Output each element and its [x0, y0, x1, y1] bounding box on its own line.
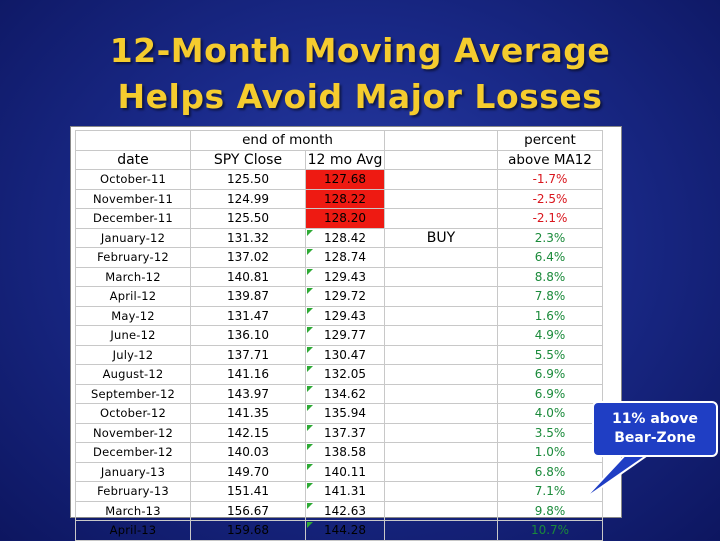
table-row: October-11 125.50 127.68 -1.7% — [75, 169, 603, 190]
table-row: February-13 151.41 141.31 7.1% — [75, 481, 603, 502]
cell-comment-marker — [307, 502, 313, 509]
avg-cell: 141.31 — [305, 481, 385, 502]
cell-comment-marker — [307, 288, 313, 294]
table-row: November-12 142.15 137.37 3.5% — [75, 422, 603, 443]
date-cell: April-13 — [75, 520, 191, 541]
table-row: April-13 159.68 144.28 10.7% — [75, 520, 603, 541]
avg-cell: 127.68 — [305, 169, 385, 190]
close-cell: 124.99 — [190, 188, 306, 209]
avg-cell: 132.05 — [305, 364, 385, 385]
cell-comment-marker — [307, 385, 313, 392]
close-cell: 142.15 — [190, 422, 306, 443]
avg-cell: 144.28 — [305, 520, 385, 541]
table-row: June-12 136.10 129.77 4.9% — [75, 325, 603, 346]
cell-comment-marker — [307, 444, 313, 450]
cell-comment-marker — [307, 366, 313, 372]
title-line-1: 12-Month Moving Average — [109, 31, 611, 70]
avg-cell: 128.22 — [305, 188, 385, 209]
close-cell: 131.47 — [190, 305, 306, 326]
data-table: end of month percent date SPY Close 12 m… — [75, 130, 603, 541]
date-cell: November-11 — [75, 188, 191, 209]
table-row: March-12 140.81 129.43 8.8% — [75, 266, 603, 287]
cell-comment-marker — [307, 463, 313, 470]
percent-cell: 4.9% — [497, 325, 603, 346]
cell-comment-marker — [307, 483, 313, 489]
cell-comment-marker — [307, 327, 313, 333]
avg-cell: 129.43 — [305, 305, 385, 326]
date-cell: January-12 — [75, 227, 191, 248]
close-cell: 140.03 — [190, 442, 306, 463]
cell-comment-marker — [307, 268, 313, 275]
cell-comment-marker — [307, 405, 313, 411]
header-row-2: date SPY Close 12 mo Avg above MA12 — [75, 149, 603, 170]
header-12-mo-avg: 12 mo Avg — [305, 149, 385, 170]
spreadsheet-table: end of month percent date SPY Close 12 m… — [70, 126, 622, 541]
table-row: February-12 137.02 128.74 6.4% — [75, 247, 603, 268]
table-row: March-13 156.67 142.63 9.8% — [75, 500, 603, 521]
callout-line-2: Bear-Zone — [614, 430, 696, 446]
close-cell: 137.02 — [190, 247, 306, 268]
table-row: December-12 140.03 138.58 1.0% — [75, 442, 603, 463]
header-spy-close: SPY Close — [190, 149, 306, 170]
close-cell: 143.97 — [190, 383, 306, 404]
cell-comment-marker — [307, 307, 313, 314]
title-line-2: Helps Avoid Major Losses — [117, 77, 603, 116]
close-cell: 125.50 — [190, 208, 306, 229]
close-cell: 125.50 — [190, 169, 306, 190]
avg-cell: 134.62 — [305, 383, 385, 404]
cell-comment-marker — [307, 522, 313, 528]
table-row: October-12 141.35 135.94 4.0% — [75, 403, 603, 424]
slide-title: 12-Month Moving Average Helps Avoid Majo… — [0, 28, 720, 120]
cell-comment-marker — [307, 424, 313, 431]
avg-cell: 128.20 — [305, 208, 385, 229]
cell-comment-marker — [307, 346, 313, 353]
table-row: August-12 141.16 132.05 6.9% — [75, 364, 603, 385]
avg-cell: 128.74 — [305, 247, 385, 268]
table-row: November-11 124.99 128.22 -2.5% — [75, 188, 603, 209]
percent-cell: 6.4% — [497, 247, 603, 268]
avg-cell: 128.42 — [305, 227, 385, 248]
cell-comment-marker — [307, 249, 313, 255]
header-above-ma12: above MA12 — [497, 149, 603, 170]
callout-box: 11% above Bear-Zone — [592, 401, 718, 457]
callout-line-1: 11% above — [611, 411, 699, 427]
table-row: January-12 131.32 128.42 BUY 2.3% — [75, 227, 603, 248]
close-cell: 151.41 — [190, 481, 306, 502]
table-row: January-13 149.70 140.11 6.8% — [75, 461, 603, 482]
percent-cell: 9.8% — [497, 500, 603, 521]
date-cell: March-13 — [75, 500, 191, 521]
table-row: July-12 137.71 130.47 5.5% — [75, 344, 603, 365]
close-cell: 149.70 — [190, 461, 306, 482]
avg-cell: 138.58 — [305, 442, 385, 463]
percent-cell: 8.8% — [497, 266, 603, 287]
date-cell: February-13 — [75, 481, 191, 502]
table-row: April-12 139.87 129.72 7.8% — [75, 286, 603, 307]
date-cell: June-12 — [75, 325, 191, 346]
cell-comment-marker — [307, 229, 313, 236]
date-cell: November-12 — [75, 422, 191, 443]
close-cell: 159.68 — [190, 520, 306, 541]
table-row: May-12 131.47 129.43 1.6% — [75, 305, 603, 326]
percent-cell: 7.8% — [497, 286, 603, 307]
